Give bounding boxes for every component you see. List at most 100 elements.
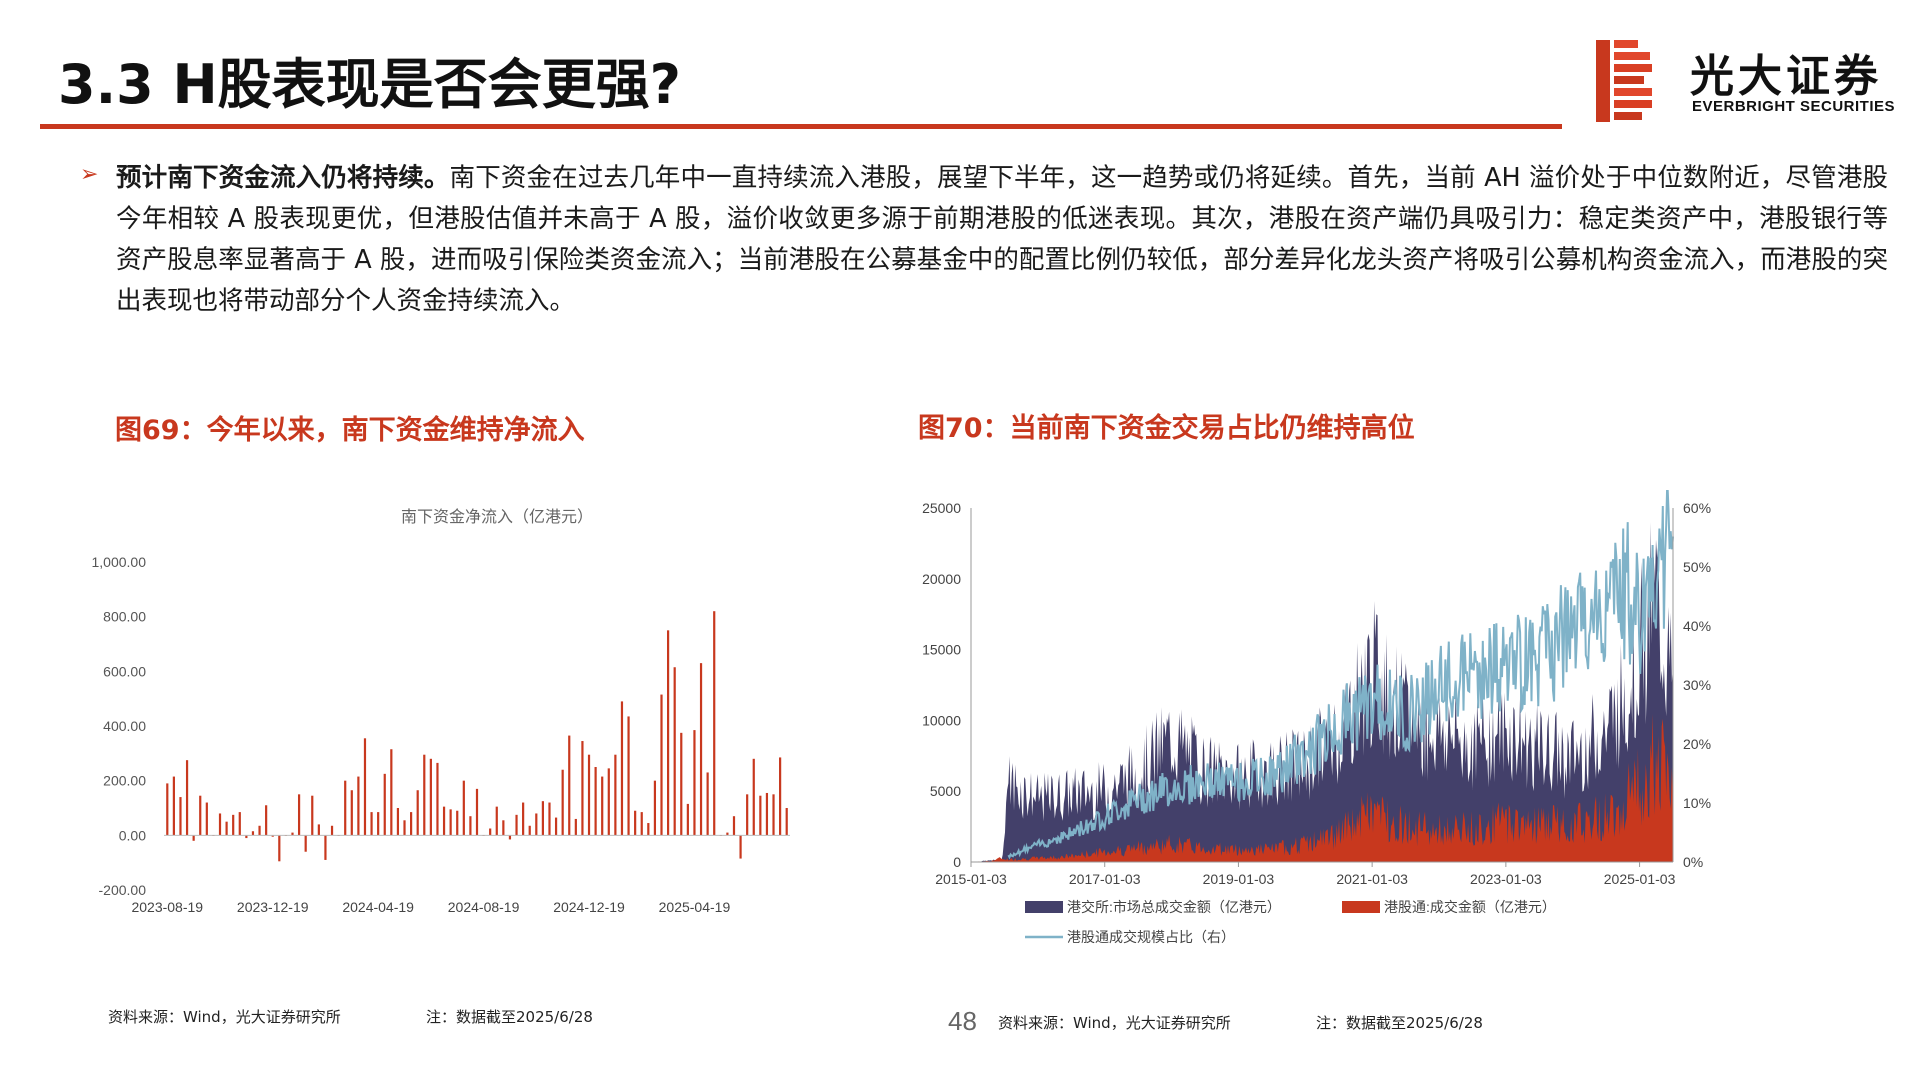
chart69-bar	[403, 820, 406, 836]
everbright-logo-icon	[1596, 40, 1652, 122]
chart69-xtick-label: 2025-04-19	[659, 899, 731, 915]
chart70-xtick-label: 2015-01-03	[935, 871, 1007, 887]
page-title: 3.3 H股表现是否会更强?	[58, 53, 681, 116]
figure69-bar-chart: 南下资金净流入（亿港元） -200.00 0.00 200.00 400.00 600.0…	[92, 508, 790, 915]
chart69-bar	[640, 812, 643, 836]
chart69-bar	[739, 835, 742, 859]
chart70-ytick-right-label: 20%	[1683, 736, 1711, 752]
chart69-ytick-label: 800.00	[103, 609, 146, 625]
chart70-ytick-left-label: 0	[953, 854, 961, 870]
chart70-legend-ratio-label: 港股通成交规模占比（右）	[1067, 929, 1235, 945]
chart69-bar	[429, 758, 432, 836]
chart69-bar	[475, 788, 479, 836]
chart69-bar	[587, 754, 591, 836]
chart69-bar	[680, 732, 683, 836]
chart69-bar	[199, 795, 202, 836]
chart69-bar	[258, 825, 261, 836]
chart69-bar	[469, 816, 472, 836]
chart69-bar	[785, 808, 788, 836]
chart69-bar	[594, 767, 597, 836]
chart69-bar	[508, 835, 512, 840]
chart69-bar	[772, 794, 775, 836]
chart69-bar	[462, 780, 465, 836]
figure69-source: 资料来源：Wind，光大证券研究所	[108, 1008, 341, 1026]
chart69-bar	[779, 757, 782, 836]
chart69-bar	[515, 814, 518, 836]
chart69-bar	[238, 812, 241, 836]
chart69-xtick-label: 2023-12-19	[237, 899, 309, 915]
chart70-ytick-right-label: 50%	[1683, 559, 1711, 575]
chart70-series-southbound-area	[971, 714, 1673, 862]
chart70-xtick-label: 2023-01-03	[1470, 871, 1542, 887]
chart69-bar	[416, 790, 419, 836]
chart69-bar	[614, 754, 617, 836]
chart69-bar	[271, 835, 274, 837]
chart69-bar	[489, 828, 492, 836]
chart70-xtick-label: 2019-01-03	[1203, 871, 1275, 887]
chart69-bar	[344, 780, 347, 836]
figure70-source: 资料来源：Wind，光大证券研究所	[998, 1014, 1231, 1032]
chart69-bar	[297, 794, 301, 836]
chart69-xtick-label: 2024-08-19	[448, 899, 520, 915]
chart69-xtick-label: 2024-04-19	[342, 899, 414, 915]
bullet-text: 预计南下资金流入仍将持续。南下资金在过去几年中一直持续流入港股，展望下半年，这一…	[116, 158, 1888, 322]
chart69-bar	[390, 749, 393, 836]
chart70-legend-total-swatch	[1025, 901, 1063, 913]
chart69-bar	[357, 776, 360, 836]
chart69-xtick-label: 2024-12-19	[553, 899, 625, 915]
logo-mark	[1596, 40, 1652, 122]
chart70-ytick-right-label: 0%	[1683, 854, 1703, 870]
bullet-paragraph: ➢ 预计南下资金流入仍将持续。南下资金在过去几年中一直持续流入港股，展望下半年，…	[80, 158, 1888, 322]
chart70-ytick-right-label: 40%	[1683, 618, 1711, 634]
chart69-bar	[574, 818, 577, 836]
chart69-bar	[765, 792, 769, 836]
chart69-bar	[495, 806, 498, 836]
chart69-bar	[713, 611, 716, 836]
chart70-ytick-left-label: 20000	[922, 571, 961, 587]
chart69-bar	[291, 832, 294, 836]
page-number: 48	[948, 1006, 977, 1036]
chart69-ytick-label: -200.00	[99, 882, 147, 898]
chart69-ytick-label: 1,000.00	[92, 554, 147, 570]
chart69-xtick-label: 2023-08-19	[131, 899, 203, 915]
chart69-bar	[528, 825, 531, 836]
bullet-arrow-icon: ➢	[80, 162, 99, 187]
chart70-ytick-right-label: 10%	[1683, 795, 1711, 811]
chart69-bar	[554, 817, 558, 836]
title-divider	[40, 124, 1562, 129]
chart69-bar	[370, 812, 373, 836]
bullet-body: 南下资金在过去几年中一直持续流入港股，展望下半年，这一趋势或仍将延续。首先，当前…	[116, 163, 1888, 316]
chart69-bar	[568, 735, 571, 836]
chart69-bar	[410, 812, 413, 836]
chart69-bar	[232, 814, 235, 836]
figure70-area-chart: 0 5000 10000 15000 20000 25000 0% 10% 20% 30% 40% 5…	[922, 490, 1711, 945]
chart70-xtick-label: 2021-01-03	[1336, 871, 1408, 887]
chart69-bar	[653, 780, 657, 836]
chart69-bar	[350, 790, 353, 836]
chart69-bar	[541, 801, 544, 836]
chart69-bar	[436, 762, 439, 836]
chart69-bar	[759, 795, 762, 836]
chart69-bar	[377, 812, 380, 836]
chart69-bar	[245, 835, 248, 839]
chart69-bar	[627, 716, 630, 836]
chart69-bar	[324, 835, 327, 860]
chart69-bar	[634, 810, 637, 836]
chart69-bar	[179, 797, 182, 836]
chart69-bar	[522, 802, 525, 836]
chart69-bar	[620, 701, 624, 836]
figure70-caption: 图70：当前南下资金交易占比仍维持高位	[918, 413, 1415, 444]
chart69-bar	[686, 803, 689, 836]
chart69-bar	[726, 832, 729, 836]
figure69-caption: 图69：今年以来，南下资金维持净流入	[115, 415, 585, 446]
chart70-legend-southbound-swatch	[1342, 901, 1380, 913]
chart70-ytick-left-label: 15000	[922, 642, 961, 658]
chart70-ytick-left-label: 10000	[922, 712, 961, 728]
chart69-bar	[304, 835, 307, 852]
chart69-bar	[278, 835, 281, 862]
chart70-legend-total-label: 港交所:市场总成交金额（亿港元）	[1067, 899, 1281, 915]
chart69-ytick-label: 200.00	[103, 773, 146, 789]
chart70-ytick-left-label: 5000	[930, 783, 961, 799]
chart69-bar	[225, 821, 228, 836]
chart69-bar	[192, 835, 195, 841]
